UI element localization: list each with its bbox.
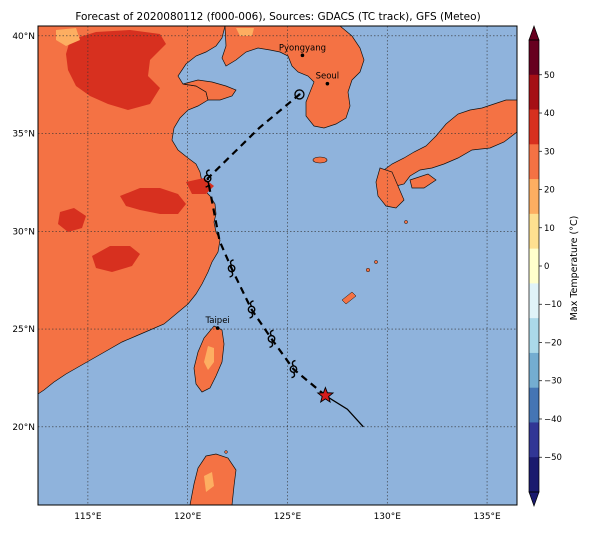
lon-tick-label: 125°E [274,512,302,522]
colorbar-tick-label: −50 [544,453,562,463]
colorbar-segment [529,213,539,250]
lat-tick-label: 25°N [12,325,35,335]
city-marker [300,53,305,58]
colorbar-segment [529,283,539,319]
past-track-line [325,394,364,428]
forecast-track-line [206,93,327,397]
lon-tick-labels: 115°E 120°E 125°E 130°E 135°E [74,512,501,522]
land-jeju [312,156,328,164]
colorbar-extend-top [528,24,540,41]
storm-track [203,89,364,428]
lat-tick-label: 30°N [12,227,35,237]
final-position-marker [294,89,305,100]
lat-tick-label: 20°N [12,423,35,433]
colorbar-segment [529,74,539,110]
lon-tick-label: 135°E [473,512,501,522]
land-korea [221,26,365,129]
city-label: Pyongyang [279,43,326,53]
lat-tick-label: 40°N [12,32,35,42]
land-japan-shikoku [409,173,437,189]
land-japan-kyushu [375,167,405,209]
colorbar-label: Max Temperature (°C) [569,216,580,321]
hot-zone-yangtze [120,188,186,214]
lat-tick-label: 35°N [12,130,35,140]
colorbar-segment [529,179,539,215]
warm-zone-taiwan [204,346,214,370]
colorbar-segment [529,422,539,458]
colorbar-tick-label: 30 [544,147,555,157]
colorbar-tick-label: 40 [544,109,555,119]
hot-zone-south [92,246,140,272]
colorbar-tick-label: −30 [544,377,562,387]
warm-zone-luzon [204,472,214,492]
colorbar-segment [529,40,539,76]
cyclone-icon [267,329,276,349]
land-islet-3 [404,220,408,224]
colorbar-segment [529,387,539,423]
map-area: Pyongyang Seoul Taipei [38,26,517,505]
land-ryukyu [341,291,357,305]
colorbar-segment [529,248,539,284]
colorbar-extend-bottom [528,491,540,508]
cities: Pyongyang Seoul Taipei [204,43,339,330]
cyclone-icon [289,359,298,379]
cyclone-icon [227,259,236,278]
city-label: Taipei [204,316,229,326]
gridlines [38,26,517,505]
figure-title: Forecast of 2020080112 (f000-006), Sourc… [75,11,480,23]
map-frame [37,25,518,506]
city-marker [215,326,220,330]
hot-zone-north [66,30,166,110]
colorbar-segment [529,109,539,145]
lon-tick-label: 130°E [374,512,402,522]
cyclone-icon [203,169,212,188]
hot-zone-west [58,208,86,232]
colorbar-segment [529,352,539,389]
colorbar-segment [529,144,539,180]
colorbar: 50 40 30 20 10 0 −10 −20 −30 −40 −50 [528,24,562,508]
warm-zone-north [56,28,80,46]
current-position-star-icon [316,386,335,404]
lat-tick-labels: 20°N 25°N 30°N 35°N 40°N [12,32,35,433]
city-label: Seoul [316,72,340,82]
city-marker [325,81,330,86]
colorbar-segment [529,457,539,493]
warm-zone-korea [236,28,254,36]
colorbar-tick-label: 10 [544,224,555,234]
land-islet-2 [374,260,378,264]
lon-tick-label: 120°E [174,512,202,522]
land-shandong [182,79,237,101]
colorbar-tick-label: −10 [544,300,562,310]
colorbar-tick-label: 50 [544,71,555,81]
land-islet-4 [224,450,228,454]
colorbar-tick-label: 0 [544,262,549,272]
colorbar-tick-label: 20 [544,186,555,196]
cyclone-icon [247,300,256,319]
lon-tick-label: 115°E [74,512,102,522]
colorbar-tick-label: −20 [544,338,562,348]
land-islet-1 [365,267,371,273]
colorbar-tick-label: −40 [544,415,562,425]
colorbar-segment [529,318,539,354]
